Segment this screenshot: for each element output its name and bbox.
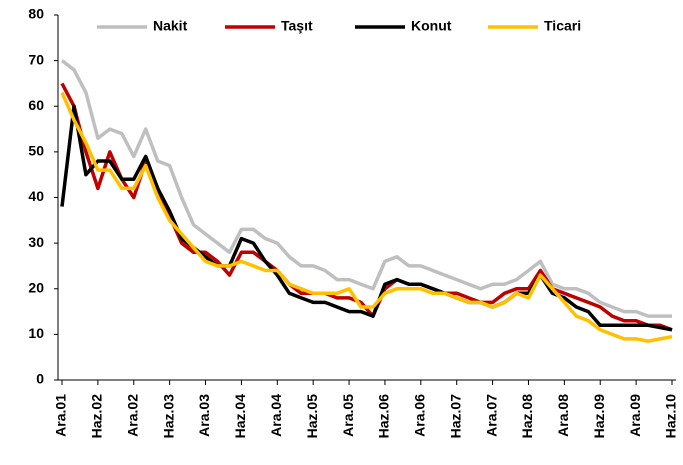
legend-label: Nakit (153, 18, 188, 34)
x-tick-label: Ara.07 (483, 394, 499, 437)
y-tick-label: 30 (28, 234, 44, 250)
x-tick-label: Haz.02 (89, 394, 105, 439)
x-tick-label: Haz.08 (519, 394, 535, 439)
x-tick-label: Haz.05 (304, 394, 320, 439)
y-tick-label: 60 (28, 97, 44, 113)
series-line (60, 59, 672, 318)
x-tick-label: Haz.03 (160, 394, 176, 439)
y-tick-label: 0 (36, 371, 44, 387)
y-tick-label: 70 (28, 51, 44, 67)
y-tick-label: 20 (28, 279, 44, 295)
series-line (60, 82, 673, 332)
legend-label: Konut (411, 18, 452, 34)
x-tick-label: Haz.10 (663, 394, 679, 439)
y-tick-label: 40 (28, 188, 44, 204)
x-tick-label: Ara.09 (627, 394, 643, 437)
series-line (60, 104, 673, 332)
x-tick-label: Haz.07 (447, 394, 463, 439)
legend-label: Ticari (544, 18, 581, 34)
x-tick-label: Haz.09 (591, 394, 607, 439)
x-tick-label: Haz.04 (232, 394, 248, 439)
series-line (60, 91, 673, 343)
y-tick-label: 10 (28, 325, 44, 341)
x-tick-label: Ara.01 (53, 394, 69, 437)
x-tick-label: Ara.05 (340, 394, 356, 437)
x-tick-label: Ara.02 (124, 394, 140, 437)
x-tick-label: Ara.03 (196, 394, 212, 437)
y-tick-label: 80 (28, 6, 44, 22)
legend-label: Taşıt (281, 18, 313, 34)
y-tick-label: 50 (28, 143, 44, 159)
x-tick-label: Ara.06 (412, 394, 428, 437)
x-tick-label: Ara.04 (268, 394, 284, 437)
x-tick-label: Haz.06 (376, 394, 392, 439)
x-tick-label: Ara.08 (555, 394, 571, 437)
